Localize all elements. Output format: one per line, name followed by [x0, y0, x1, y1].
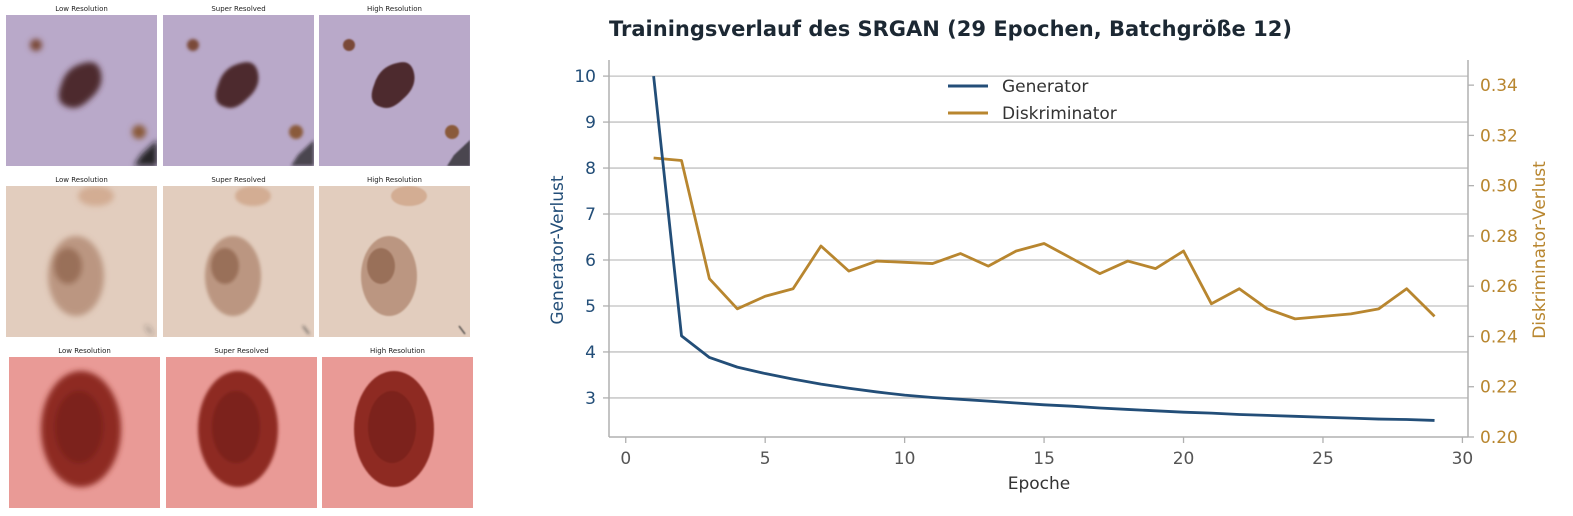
y-tick-label-left: 3	[585, 389, 596, 409]
y-axis-label-left: Generator-Verlust	[548, 175, 568, 324]
caption-high-resolution-row-2: High Resolution	[367, 176, 422, 184]
caption-low-resolution-row-2: Low Resolution	[55, 176, 108, 184]
y-axis-label-right: Diskriminator-Verlust	[1530, 161, 1550, 339]
caption-super-resolution-row-1: Super Resolved	[211, 5, 266, 13]
caption-high-resolution-row-3: High Resolution	[370, 347, 425, 355]
axes	[603, 60, 1474, 443]
caption-super-resolution-row-2: Super Resolved	[211, 176, 266, 184]
y-tick-label-right: 0.28	[1480, 227, 1518, 247]
grid-lines	[609, 75, 1468, 399]
skin-image-high-row-1	[319, 15, 470, 166]
y-tick-label-left: 9	[585, 113, 596, 133]
y-tick-label-left: 4	[585, 343, 596, 363]
x-tick-label: 20	[1173, 449, 1195, 469]
y-tick-label-right: 0.34	[1480, 76, 1518, 96]
series-line-diskriminator	[653, 156, 1436, 321]
y-tick-label-right: 0.32	[1480, 126, 1518, 146]
caption-low-resolution-row-1: Low Resolution	[55, 5, 108, 13]
y-tick-label-left: 8	[585, 159, 596, 179]
y-tick-label-left: 6	[585, 251, 596, 271]
x-axis-label: Epoche	[1008, 474, 1071, 494]
y-tick-label-right: 0.24	[1480, 327, 1518, 347]
y-tick-label-left: 5	[585, 297, 596, 317]
series-line-generator	[652, 75, 1435, 422]
skin-image-low-row-3	[9, 357, 160, 508]
chart-title: Trainingsverlauf des SRGAN (29 Epochen, …	[609, 17, 1292, 41]
skin-image-super-row-3	[166, 357, 317, 508]
legend-label-diskriminator: Diskriminator	[1002, 104, 1117, 124]
legend-label-generator: Generator	[1002, 77, 1088, 97]
y-tick-label-left: 10	[574, 67, 596, 87]
x-tick-label: 5	[760, 449, 771, 469]
skin-image-high-row-2	[319, 186, 470, 337]
y-tick-label-right: 0.20	[1480, 428, 1518, 448]
tick-labels: 0 5 10 15 20 25 30 3 4 5 6 7 8 9 10 0.20 0.22 0.24 0.26 0.2…	[574, 67, 1518, 469]
skin-image-high-row-3	[322, 357, 473, 508]
x-tick-label: 25	[1312, 449, 1334, 469]
y-tick-label-left: 7	[585, 205, 596, 225]
x-tick-label: 10	[894, 449, 916, 469]
y-tick-label-right: 0.30	[1480, 177, 1518, 197]
legend: Generator Diskriminator	[948, 77, 1117, 124]
series	[652, 75, 1436, 422]
x-tick-label: 30	[1452, 449, 1474, 469]
y-tick-label-right: 0.22	[1480, 378, 1518, 398]
x-tick-label: 0	[620, 449, 631, 469]
caption-low-resolution-row-3: Low Resolution	[58, 347, 111, 355]
skin-image-low-row-2	[6, 186, 157, 337]
caption-high-resolution-row-1: High Resolution	[367, 5, 422, 13]
skin-image-super-row-2	[163, 186, 314, 337]
x-tick-label: 15	[1033, 449, 1055, 469]
caption-super-resolution-row-3: Super Resolved	[214, 347, 269, 355]
skin-image-low-row-1	[6, 15, 157, 166]
skin-image-super-row-1	[163, 15, 314, 166]
y-tick-label-right: 0.26	[1480, 277, 1518, 297]
